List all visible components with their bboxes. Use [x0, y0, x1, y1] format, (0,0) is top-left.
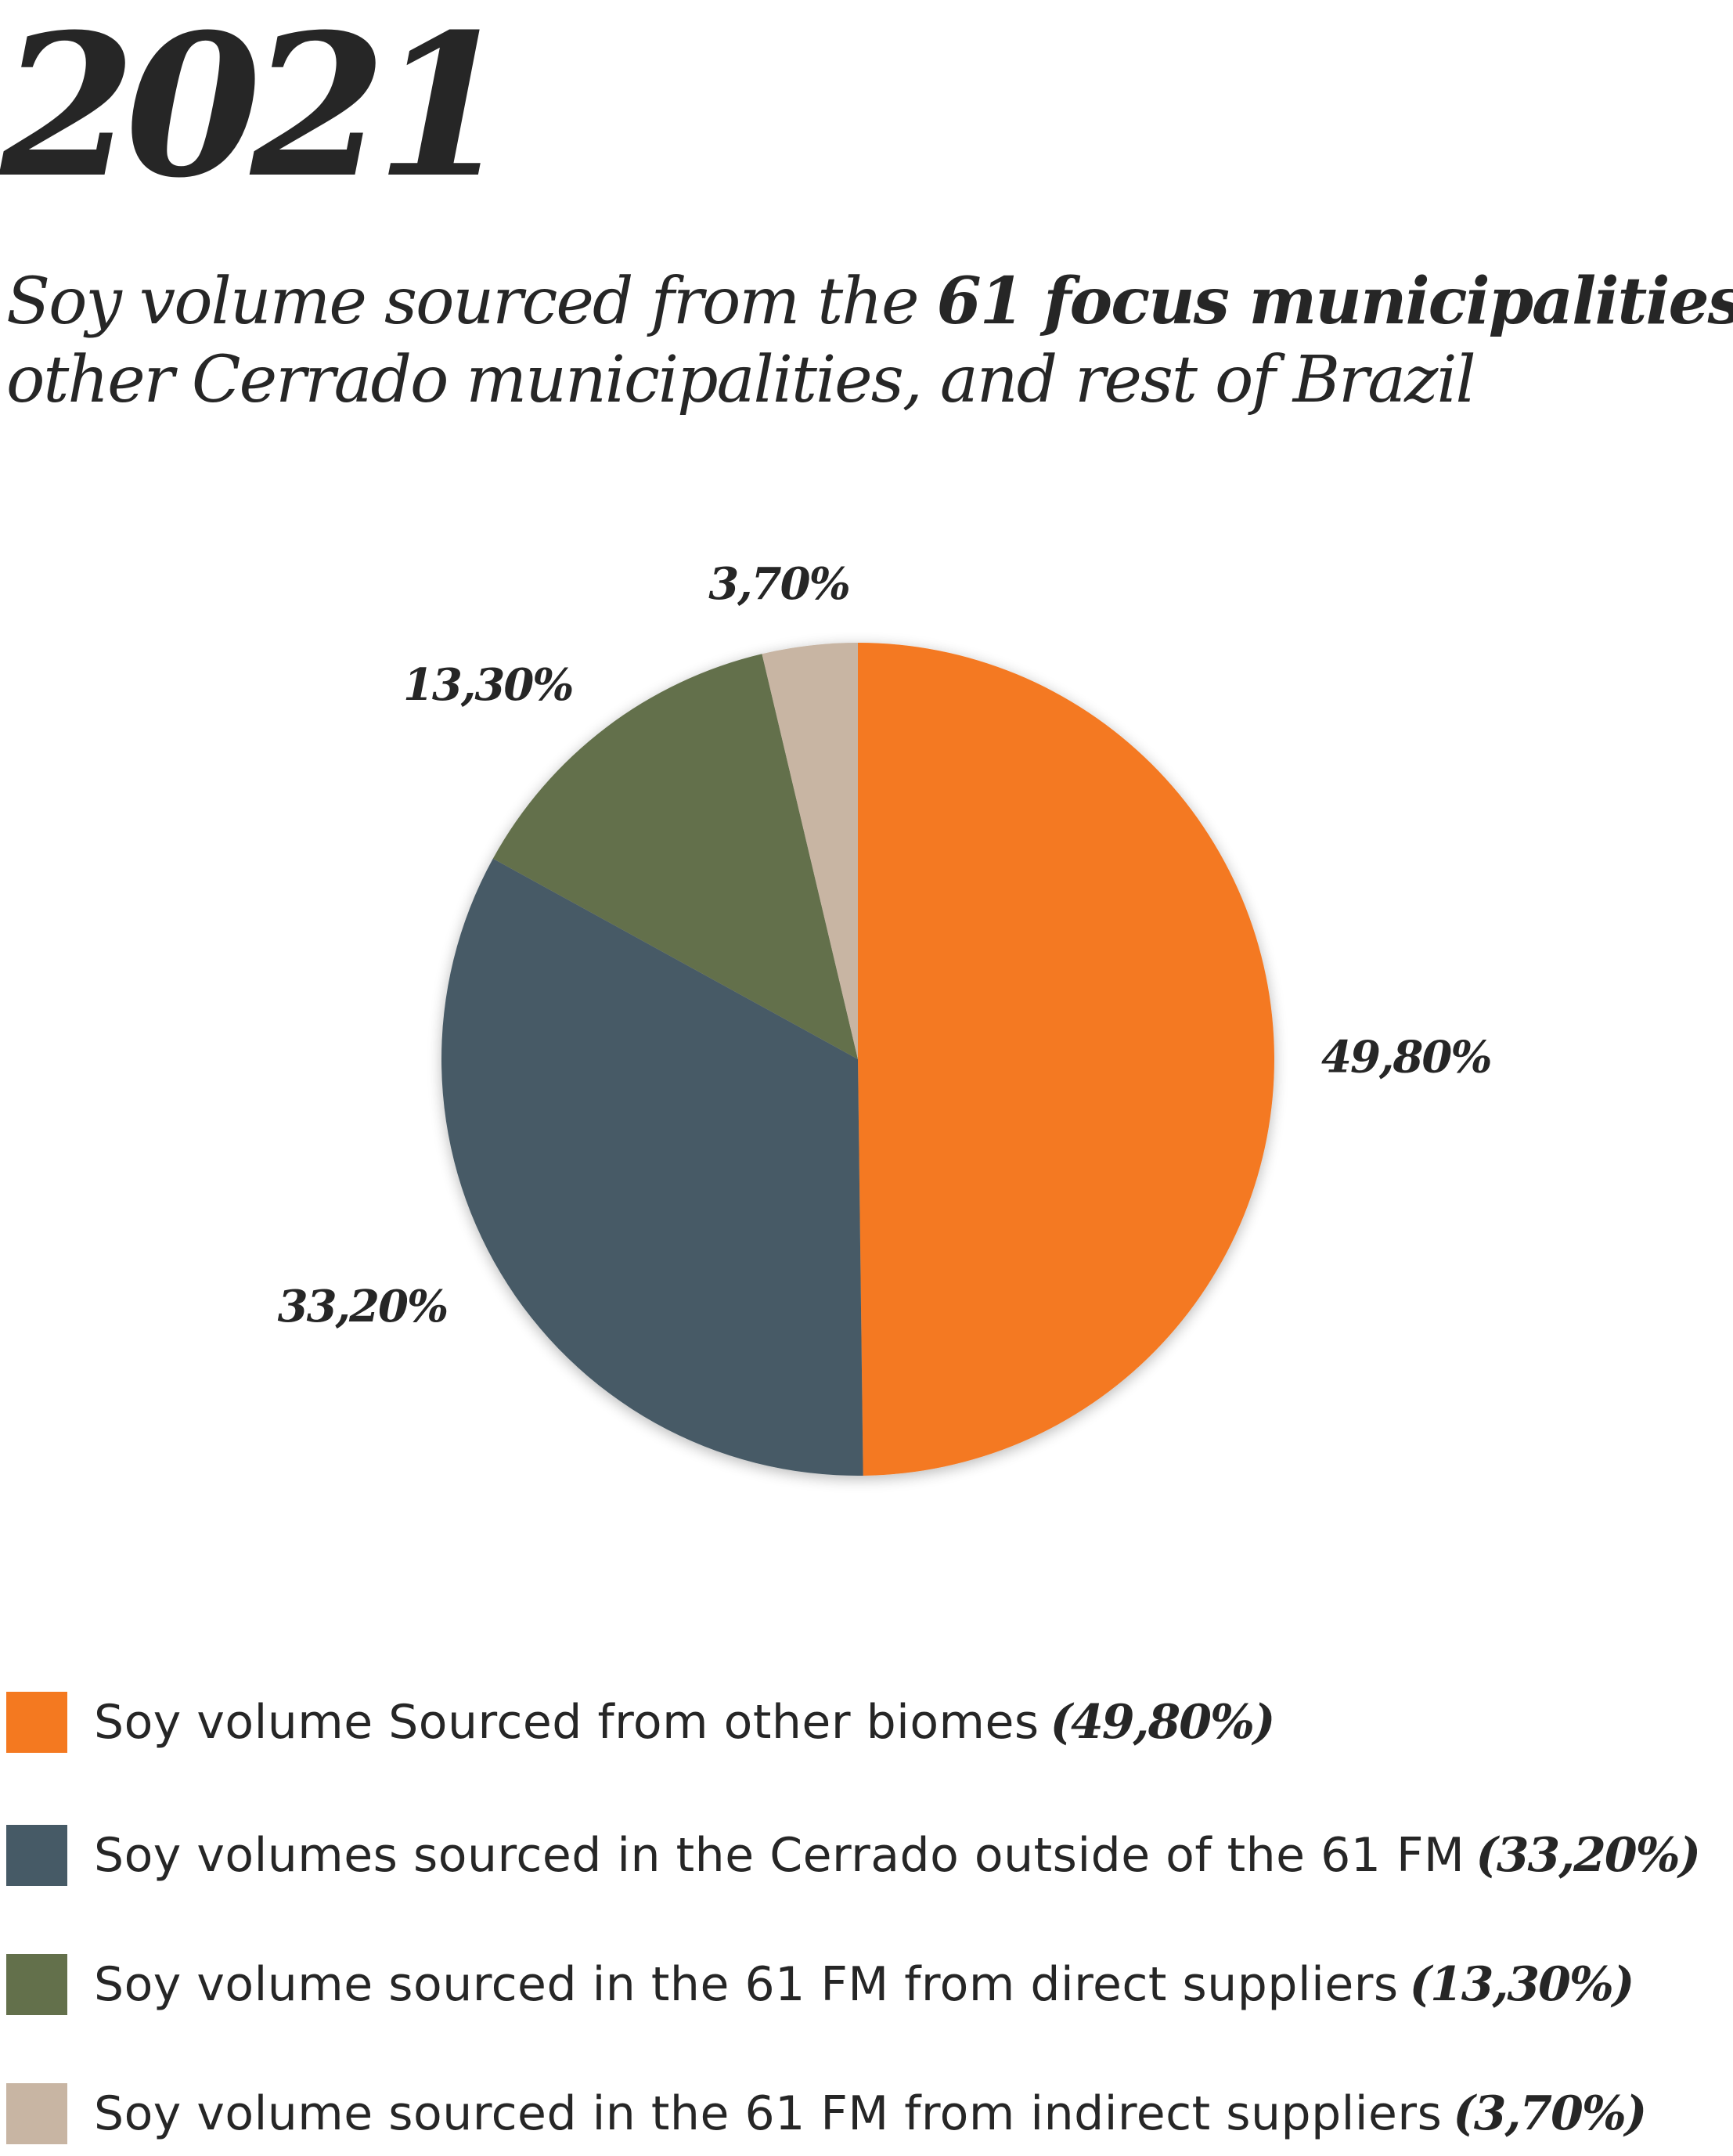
pie-slice-1: [858, 643, 1275, 1476]
legend-percent-4: (3,70%): [1453, 2086, 1647, 2141]
legend-item-1: Soy volume Sourced from other biomes (49,…: [6, 1691, 1276, 1754]
pie-slice-4: [762, 643, 858, 1059]
pie-slice-label-1: 49,80%: [1321, 1031, 1491, 1083]
legend-percent-2: (33,20%): [1475, 1828, 1701, 1883]
chart-year-title: 2021: [0, 0, 512, 221]
legend-label-3: Soy volume sourced in the 61 FM from dir…: [94, 1957, 1399, 2012]
chart-subtitle: Soy volume sourced from the 61 focus mun…: [6, 262, 1733, 420]
legend-percent-3: (13,30%): [1409, 1957, 1635, 2012]
pie-slices: [441, 643, 1275, 1476]
pie-slice-2: [441, 858, 863, 1476]
legend-swatch-1: [6, 1692, 67, 1753]
pie-slice-3: [492, 654, 858, 1059]
legend-swatch-2: [6, 1825, 67, 1886]
legend-label-2: Soy volumes sourced in the Cerrado outsi…: [94, 1828, 1465, 1883]
pie-labels: 49,80% 33,20% 13,30% 3,70%: [278, 558, 1493, 1332]
subtitle-line-2: other Cerrado municipalities, and rest o…: [6, 343, 1476, 417]
subtitle-line-1-normal: Soy volume sourced from the: [6, 265, 937, 339]
legend-swatch-4: [6, 2083, 67, 2144]
legend-percent-1: (49,80%): [1050, 1695, 1276, 1750]
legend-label-1: Soy volume Sourced from other biomes: [94, 1695, 1039, 1750]
legend-item-4: Soy volume sourced in the 61 FM from ind…: [6, 2082, 1647, 2145]
pie-slice-label-2: 33,20%: [278, 1281, 448, 1332]
legend-item-2: Soy volumes sourced in the Cerrado outsi…: [6, 1824, 1701, 1887]
legend-swatch-3: [6, 1954, 67, 2015]
subtitle-line-1: Soy volume sourced from the 61 focus mun…: [6, 262, 1733, 341]
pie-slice-label-3: 13,30%: [403, 659, 573, 711]
legend-label-4: Soy volume sourced in the 61 FM from ind…: [94, 2086, 1443, 2141]
pie-slice-label-4: 3,70%: [708, 558, 849, 610]
subtitle-line-1-bold: 61 focus municipalities,: [936, 264, 1733, 339]
legend-item-3: Soy volume sourced in the 61 FM from dir…: [6, 1953, 1635, 2016]
